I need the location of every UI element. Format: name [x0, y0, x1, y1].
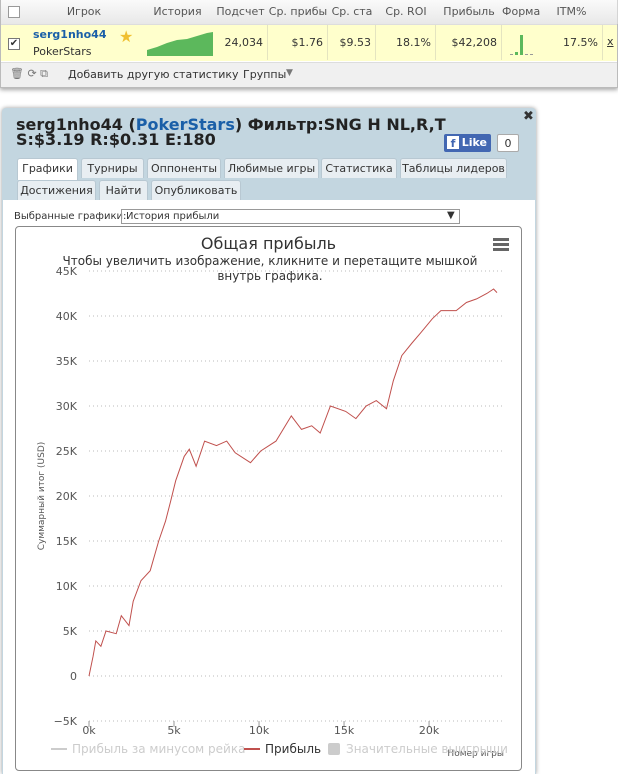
groups-arrow[interactable]: ▼: [286, 68, 293, 78]
y-tick-label: 25K: [56, 445, 78, 458]
title-site[interactable]: PokerStars: [135, 115, 235, 134]
tab[interactable]: Любимые игры: [224, 158, 319, 178]
y-tick-label: 20K: [56, 490, 78, 503]
y-tick-label: 15K: [56, 535, 78, 548]
toolbar: [1, 62, 617, 87]
header: [603, 0, 618, 24]
count: 24,034: [213, 25, 268, 60]
legend-label[interactable]: Прибыль за минусом рейка: [72, 742, 245, 756]
tab[interactable]: Таблицы лидеров: [400, 158, 507, 178]
header[interactable]: Ср. ROI: [376, 0, 437, 24]
fb-icon: f: [447, 136, 459, 150]
selector-label: Выбранные графики:: [14, 211, 127, 222]
select-arrow[interactable]: ▼: [447, 210, 455, 221]
header[interactable]: Форма: [502, 0, 541, 24]
player-link[interactable]: serg1nho44: [33, 28, 107, 41]
x-tick-label: 0k: [82, 724, 96, 737]
title-player: serg1nho44 (: [16, 115, 136, 134]
tab-active[interactable]: Графики: [17, 158, 78, 180]
legend-label[interactable]: Значительные выигрыши: [346, 742, 508, 756]
x-tick-label: 10k: [249, 724, 270, 737]
close[interactable]: ✖: [523, 109, 534, 124]
y-tick-label: 40K: [56, 310, 78, 323]
header[interactable]: Прибыль: [436, 0, 503, 24]
y-tick-label: 5K: [63, 625, 78, 638]
profit: $42,208: [436, 25, 502, 60]
x-tick-label: 15k: [334, 724, 355, 737]
form-bars: [510, 35, 533, 55]
tab[interactable]: Достижения: [17, 180, 96, 200]
avg-stake: $9.53: [328, 25, 376, 60]
groups[interactable]: Группы: [243, 68, 287, 81]
y-tick-label: 35K: [56, 355, 78, 368]
x-axis-label: Номер игры: [447, 749, 504, 759]
legend-symbol: [328, 743, 340, 755]
x-tick-label: 20k: [419, 724, 440, 737]
y-tick-label: −5K: [54, 715, 78, 728]
header[interactable]: Ср. ста: [328, 0, 377, 24]
header[interactable]: ITM%: [540, 0, 604, 24]
roi: 18.1%: [376, 25, 436, 60]
chart-menu[interactable]: [493, 238, 509, 251]
panel-body: [3, 200, 535, 774]
y-axis-label: Суммарный итог (USD): [37, 442, 47, 551]
tab[interactable]: Турниры: [81, 158, 144, 178]
tab[interactable]: Оппоненты: [147, 158, 221, 178]
header[interactable]: Игрок: [26, 0, 143, 24]
chart: −5K 0 5K 10K 15K 20K 25K 30K 35K 40K 45K 0k 5k 10k 15k…: [15, 226, 522, 771]
tab[interactable]: Найти: [99, 180, 148, 200]
title-filter: ) Фильтр:SNG H NL,R,T S:$3.19 R:$0.31 E:…: [16, 115, 446, 149]
add-stat[interactable]: Добавить другую статистику: [68, 68, 239, 81]
tab[interactable]: Опубликовать: [151, 180, 241, 200]
row-check[interactable]: ✔: [8, 38, 20, 50]
table-row: [1, 24, 617, 61]
chart-title: Общая прибыль: [200, 234, 337, 253]
like-count: 0: [497, 134, 519, 152]
x-tick-label: 5k: [167, 724, 181, 737]
panel-title: serg1nho44 (PokerStars) Фильтр:SNG H NL,…: [16, 115, 516, 149]
y-tick-label: 45K: [56, 265, 78, 278]
sparkline: [147, 32, 213, 56]
header[interactable]: Подсчет: [213, 0, 269, 24]
itm: 17.5%: [540, 25, 603, 60]
y-tick-label: 0: [70, 670, 77, 683]
header[interactable]: История при: [142, 0, 214, 24]
legend-label[interactable]: Прибыль: [265, 742, 321, 756]
favorite-star[interactable]: ★: [119, 27, 134, 46]
avg-profit: $1.76: [268, 25, 328, 60]
chart-select[interactable]: История прибыли: [121, 209, 460, 224]
series-line: [88, 288, 498, 677]
chart-subtitle: Чтобы увеличить изображение, кликните и …: [62, 254, 478, 283]
remove-row[interactable]: x: [607, 35, 614, 48]
header[interactable]: Ср. прибы: [268, 0, 329, 24]
tab[interactable]: Статистика: [321, 158, 397, 178]
toolbar-icons[interactable]: 🗑 ⟳ ⧉: [10, 67, 49, 80]
y-tick-label: 10K: [56, 580, 78, 593]
site: PokerStars: [33, 45, 92, 58]
y-tick-label: 30K: [56, 400, 78, 413]
header-check[interactable]: [1, 0, 27, 24]
